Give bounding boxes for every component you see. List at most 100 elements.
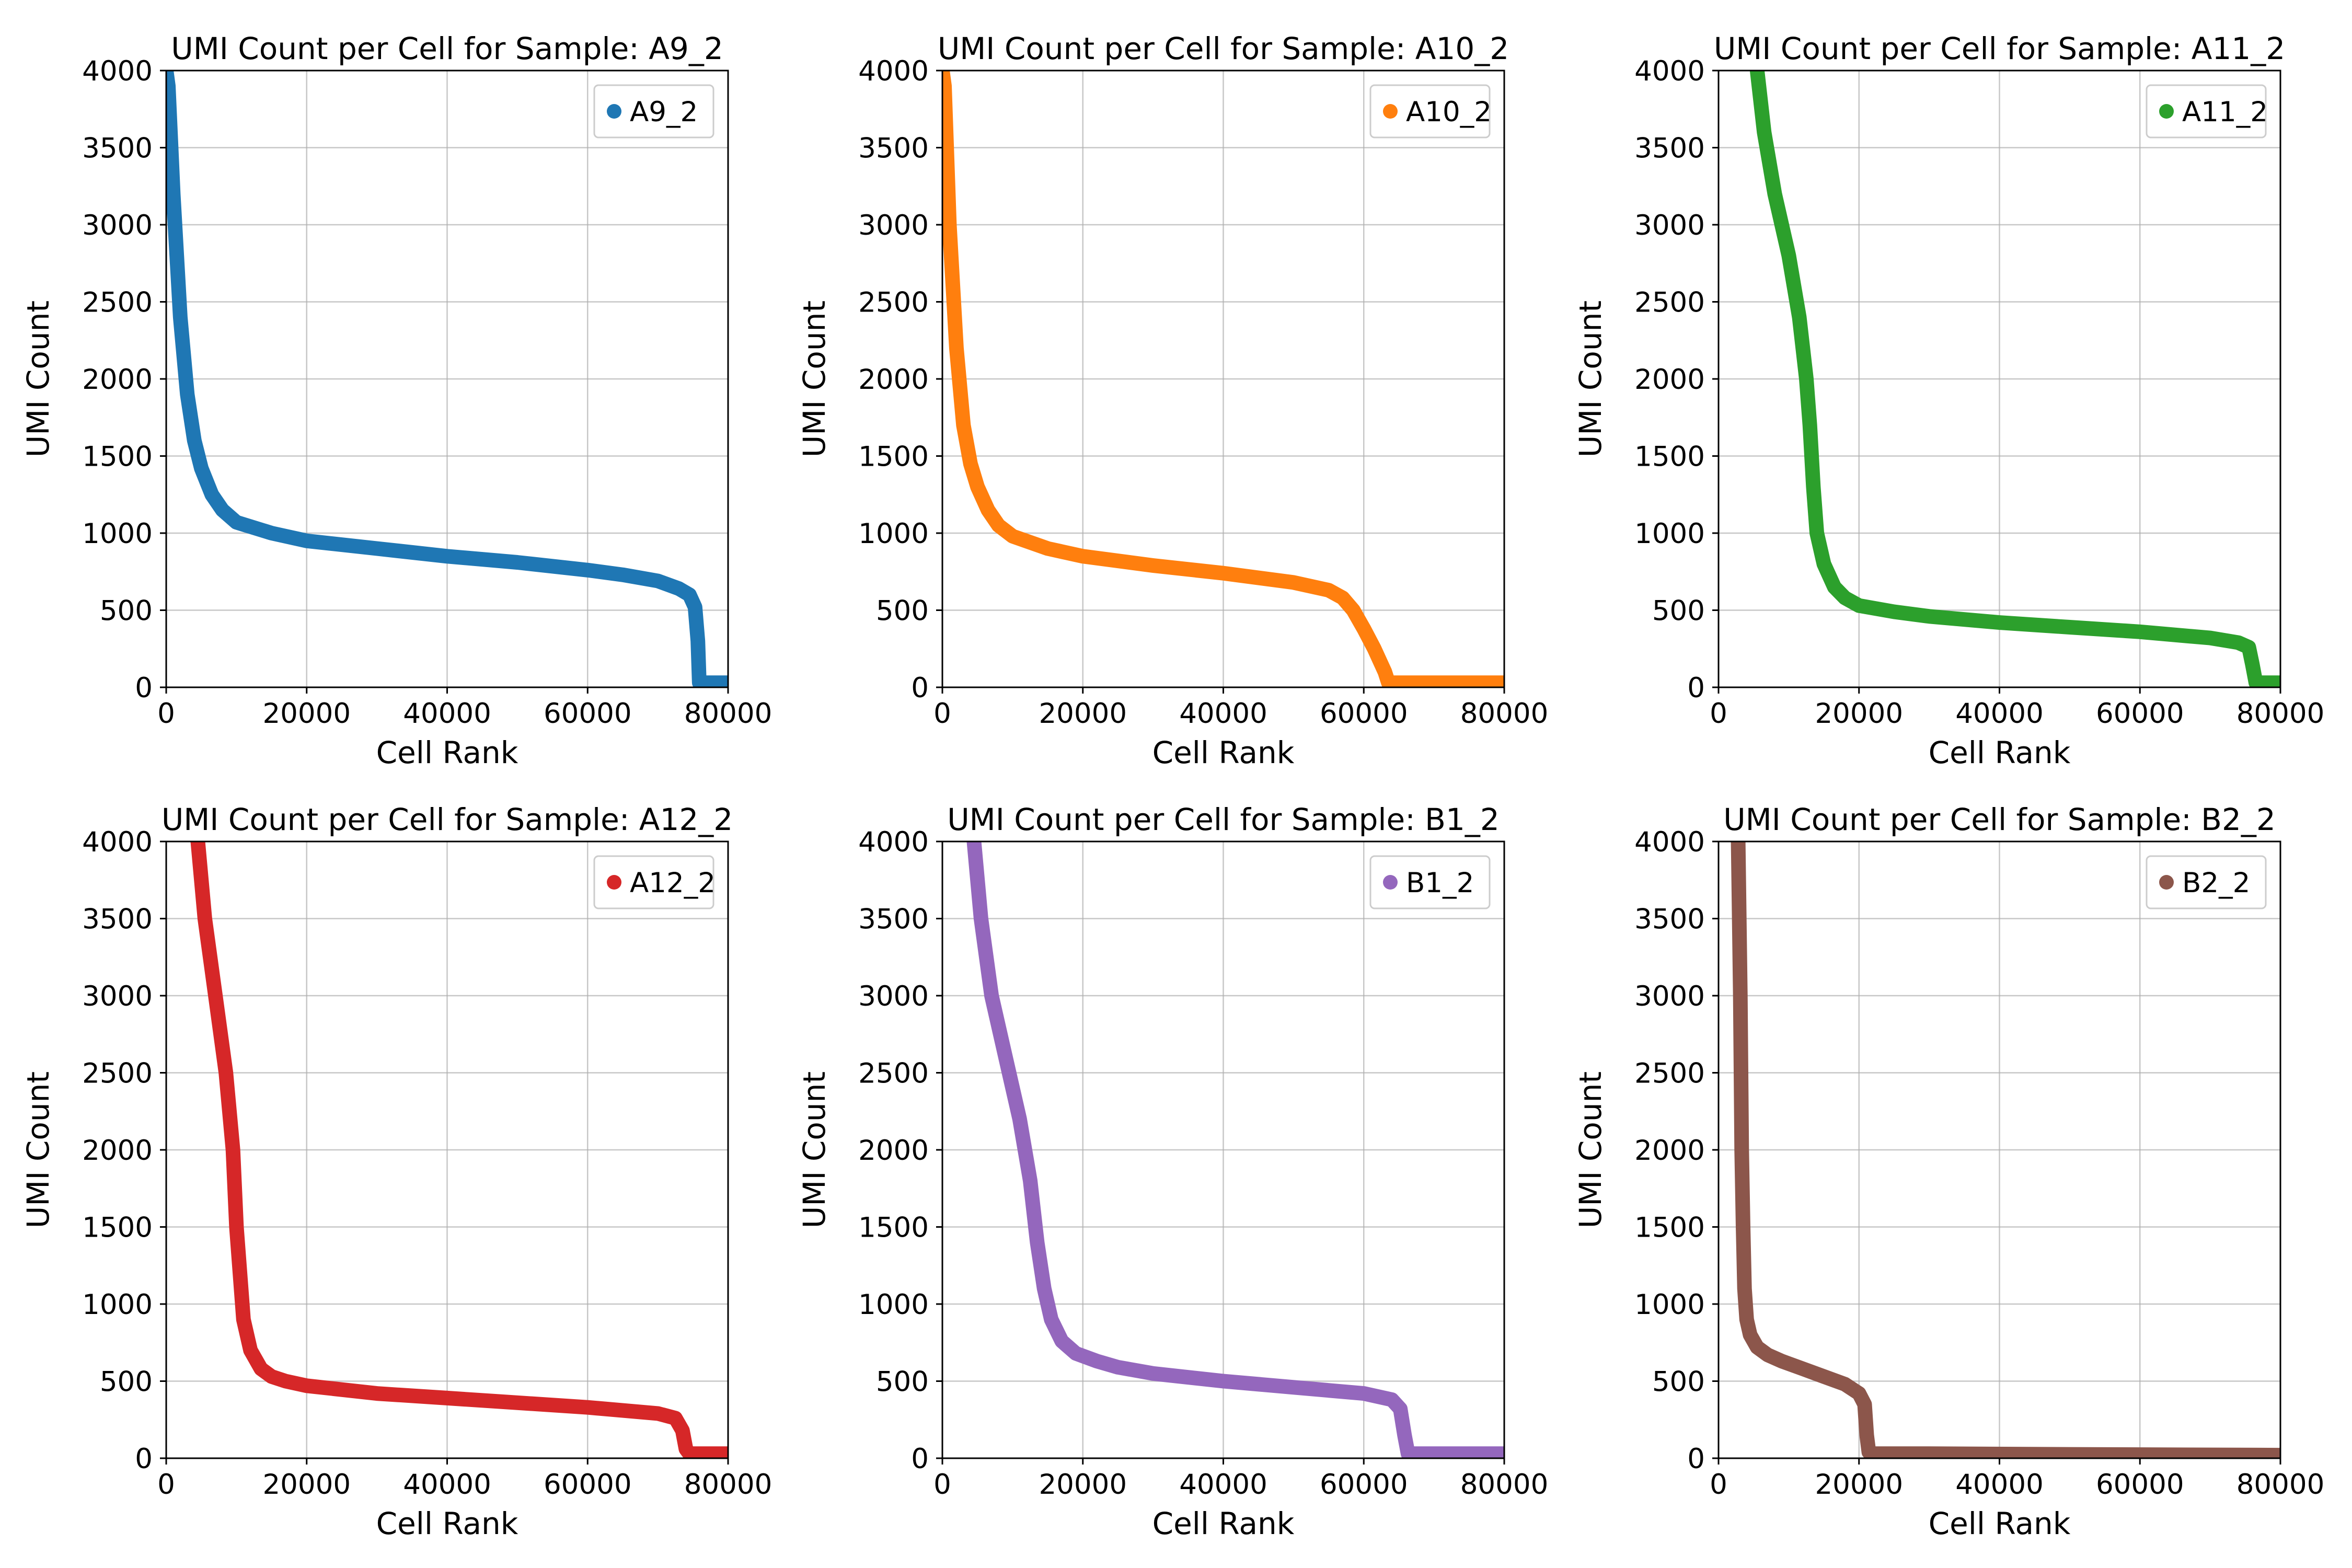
x-axis-label: Cell Rank (1929, 1506, 2071, 1541)
y-axis-label: UMI Count (797, 301, 832, 457)
legend-marker (607, 104, 621, 119)
x-tick-label-0: 0 (157, 1469, 175, 1501)
y-tick-label-0: 0 (135, 1443, 153, 1475)
chart-panel-1: 0 20000 40000 60000 80000 0 500 1000 1500 2000 250… (20, 31, 772, 770)
y-axis-label: UMI Count (20, 1071, 56, 1228)
y-tick-label-7: 3500 (858, 133, 929, 165)
series-line-A10_2 (942, 71, 1504, 687)
y-axis-label: UMI Count (1573, 301, 1608, 457)
y-tick-label-2: 1000 (858, 518, 929, 550)
y-axis-label: UMI Count (797, 1071, 832, 1228)
chart-title: UMI Count per Cell for Sample: A11_2 (1714, 31, 2285, 66)
y-tick-label-6: 3000 (1634, 981, 1705, 1012)
x-axis-label: Cell Rank (1152, 735, 1295, 770)
x-tick-label-1: 20000 (1039, 1469, 1127, 1501)
x-axis-label: Cell Rank (376, 1506, 518, 1541)
y-tick-label-4: 2000 (82, 1135, 153, 1167)
x-tick-label-2: 40000 (1179, 698, 1267, 730)
y-tick-label-3: 1500 (858, 1212, 929, 1244)
y-tick-label-8: 4000 (82, 55, 153, 87)
y-tick-label-2: 1000 (858, 1289, 929, 1321)
x-tick-label-3: 60000 (2096, 1469, 2184, 1501)
chart-panel-5: 0 20000 40000 60000 80000 0 500 1000 1500 2000 250… (797, 802, 1548, 1541)
y-tick-label-3: 1500 (1634, 441, 1705, 473)
y-tick-label-0: 0 (911, 672, 929, 704)
y-tick-label-8: 4000 (858, 55, 929, 87)
y-tick-label-5: 2500 (858, 287, 929, 319)
legend-label: A10_2 (1406, 96, 1492, 128)
y-tick-label-7: 3500 (1634, 904, 1705, 936)
y-tick-label-1: 500 (1652, 1366, 1705, 1398)
legend: A10_2 (1369, 84, 1492, 139)
y-tick-label-0: 0 (1687, 1443, 1705, 1475)
chart-title: UMI Count per Cell for Sample: A12_2 (162, 802, 733, 837)
legend-label: B1_2 (1406, 867, 1474, 899)
chart-panel-4: 0 20000 40000 60000 80000 0 500 1000 1500 2000 250… (20, 802, 772, 1541)
y-tick-label-4: 2000 (82, 364, 153, 396)
y-tick-label-6: 3000 (858, 210, 929, 241)
x-tick-label-3: 60000 (544, 1469, 632, 1501)
legend: A11_2 (2146, 84, 2268, 139)
legend-label: A9_2 (630, 96, 698, 128)
y-tick-label-6: 3000 (1634, 210, 1705, 241)
legend-marker (2159, 875, 2174, 890)
x-tick-label-2: 40000 (1179, 1469, 1267, 1501)
legend-box (593, 855, 714, 909)
x-tick-label-0: 0 (1710, 698, 1727, 730)
x-tick-label-1: 20000 (262, 1469, 351, 1501)
series-line-A12_2 (190, 841, 728, 1458)
y-tick-label-6: 3000 (858, 981, 929, 1012)
x-tick-label-1: 20000 (1815, 698, 1903, 730)
y-tick-label-0: 0 (1687, 672, 1705, 704)
y-tick-label-7: 3500 (82, 904, 153, 936)
y-tick-label-3: 1500 (82, 441, 153, 473)
series-line-A11_2 (1749, 71, 2280, 687)
x-tick-label-4: 80000 (1460, 698, 1549, 730)
y-tick-label-8: 4000 (1634, 55, 1705, 87)
y-tick-label-6: 3000 (82, 210, 153, 241)
y-axis-label: UMI Count (20, 301, 56, 457)
chart-title: UMI Count per Cell for Sample: A10_2 (938, 31, 1509, 66)
y-tick-label-8: 4000 (82, 826, 153, 858)
chart-title: UMI Count per Cell for Sample: B2_2 (1723, 802, 2276, 837)
y-tick-label-1: 500 (1652, 595, 1705, 627)
legend-box (2146, 84, 2267, 139)
x-tick-label-2: 40000 (403, 698, 491, 730)
series-line-B2_2 (1731, 841, 2280, 1458)
y-tick-label-0: 0 (911, 1443, 929, 1475)
x-tick-label-4: 80000 (684, 1469, 773, 1501)
chart-title: UMI Count per Cell for Sample: A9_2 (171, 31, 723, 66)
y-tick-label-1: 500 (100, 595, 153, 627)
y-axis-label: UMI Count (1573, 1071, 1608, 1228)
x-tick-label-4: 80000 (2236, 1469, 2325, 1501)
legend-marker (1383, 875, 1398, 890)
y-tick-label-2: 1000 (1634, 1289, 1705, 1321)
legend-marker (607, 875, 621, 890)
y-tick-label-2: 1000 (82, 1289, 153, 1321)
legend-box (1369, 855, 1491, 909)
y-tick-label-5: 2500 (1634, 287, 1705, 319)
y-tick-label-7: 3500 (1634, 133, 1705, 165)
x-tick-label-2: 40000 (1955, 1469, 2044, 1501)
y-tick-label-7: 3500 (82, 133, 153, 165)
x-tick-label-4: 80000 (1460, 1469, 1549, 1501)
y-tick-label-5: 2500 (82, 1058, 153, 1090)
legend: A12_2 (593, 855, 716, 909)
x-tick-label-1: 20000 (262, 698, 351, 730)
legend-label: B2_2 (2182, 867, 2250, 899)
x-tick-label-3: 60000 (2096, 698, 2184, 730)
x-tick-label-3: 60000 (1320, 1469, 1408, 1501)
legend-marker (1383, 104, 1398, 119)
y-tick-label-2: 1000 (1634, 518, 1705, 550)
y-tick-label-3: 1500 (82, 1212, 153, 1244)
x-tick-label-0: 0 (1710, 1469, 1727, 1501)
y-tick-label-0: 0 (135, 672, 153, 704)
legend: B2_2 (2146, 855, 2267, 909)
y-tick-label-3: 1500 (1634, 1212, 1705, 1244)
y-tick-label-8: 4000 (1634, 826, 1705, 858)
legend-box (593, 84, 714, 139)
chart-panel-6: 0 20000 40000 60000 80000 0 500 1000 1500 2000 250… (1573, 802, 2324, 1541)
legend-label: A11_2 (2182, 96, 2268, 128)
y-tick-label-7: 3500 (858, 904, 929, 936)
